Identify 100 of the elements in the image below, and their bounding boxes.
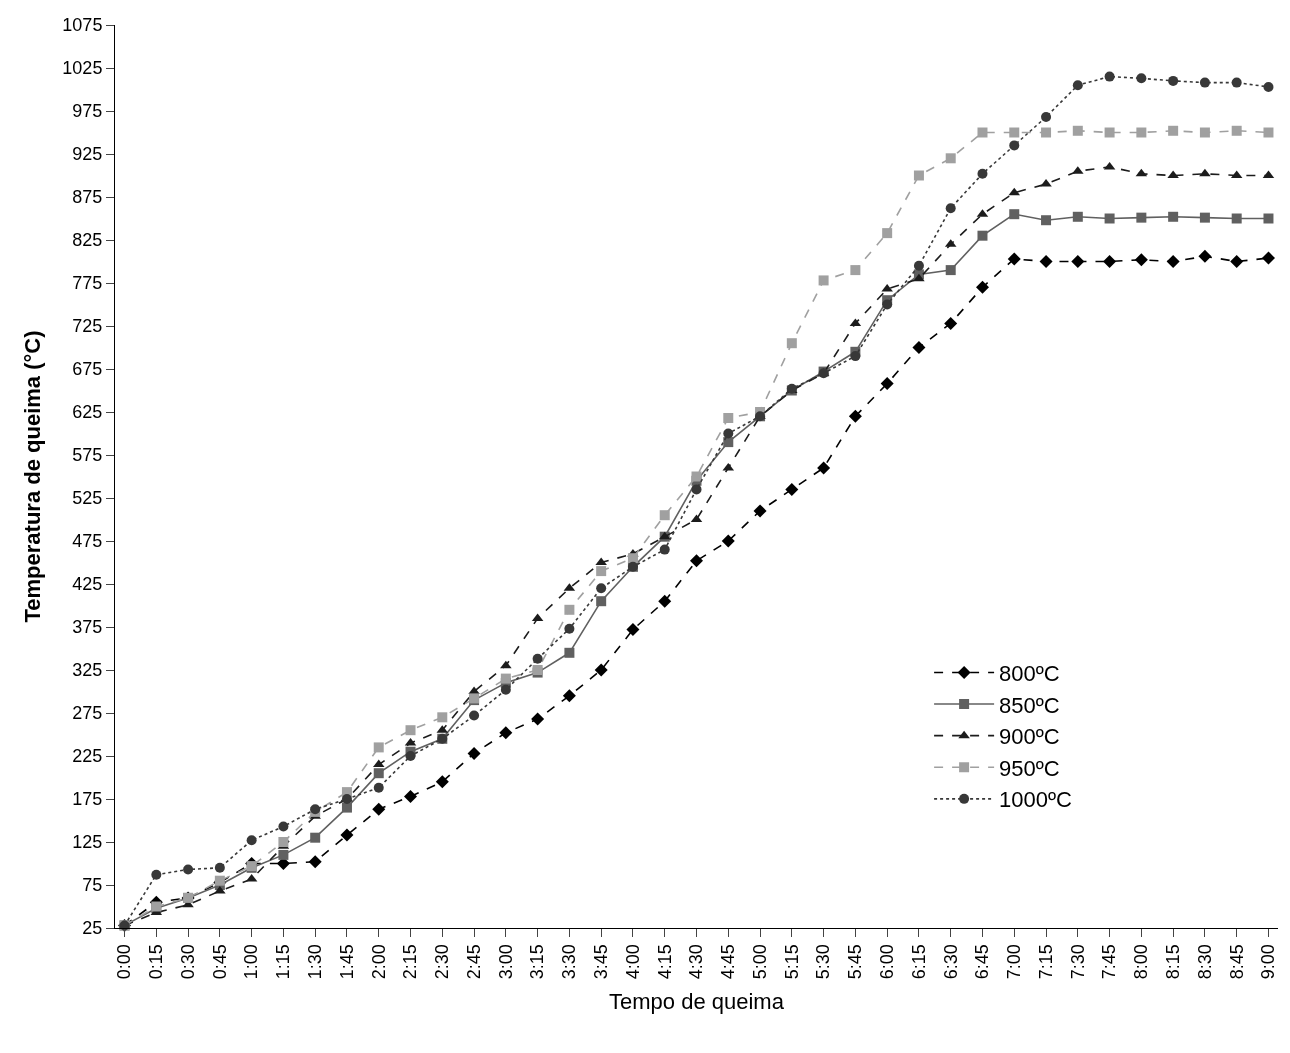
point	[405, 725, 416, 736]
point	[1007, 252, 1021, 266]
x-tick-label: 1:00	[241, 944, 262, 980]
point	[278, 837, 289, 847]
point	[499, 726, 513, 740]
point	[1041, 112, 1052, 123]
point	[1199, 168, 1211, 177]
point	[1072, 125, 1083, 136]
point	[690, 554, 703, 568]
point	[1071, 255, 1085, 268]
y-tick-label: 25	[82, 918, 103, 939]
point	[1168, 125, 1179, 136]
point	[1009, 127, 1020, 138]
x-tick-label: 6:00	[877, 944, 898, 980]
y-tick-label: 675	[72, 359, 103, 380]
x-tick-label: 7:30	[1067, 944, 1088, 980]
y-tick-label: 575	[72, 445, 103, 466]
legend-label: 850ºC	[999, 692, 1060, 718]
x-tick-label: 1:15	[273, 944, 294, 980]
point	[1041, 215, 1052, 226]
point	[437, 712, 448, 723]
y-tick-label: 425	[72, 574, 103, 595]
point	[564, 647, 575, 658]
point	[562, 689, 576, 703]
y-tick-label: 625	[72, 402, 103, 423]
point	[1104, 71, 1115, 82]
point	[1199, 212, 1210, 223]
x-tick-label: 1:30	[305, 944, 326, 980]
point	[850, 351, 861, 362]
point	[1168, 75, 1179, 86]
x-tick-label: 5:15	[781, 944, 802, 980]
point	[882, 228, 893, 239]
x-tick-label: 3:45	[591, 944, 612, 980]
point	[341, 802, 352, 813]
point	[659, 510, 670, 521]
point	[310, 832, 321, 843]
point	[882, 299, 893, 310]
point	[785, 482, 799, 496]
x-tick-label: 7:15	[1035, 944, 1056, 980]
point	[596, 596, 607, 607]
point	[564, 604, 575, 615]
x-axis-title: Tempo de queima	[609, 989, 785, 1015]
point	[913, 273, 925, 282]
legend-label: 1000ºC	[999, 787, 1073, 813]
x-tick-label: 8:15	[1162, 944, 1183, 980]
point	[658, 594, 672, 608]
point	[278, 849, 289, 860]
point	[880, 377, 894, 391]
point	[977, 168, 988, 179]
point	[373, 742, 384, 753]
point	[500, 684, 511, 695]
x-tick-label: 0:30	[177, 944, 198, 980]
point	[373, 782, 384, 793]
point	[1199, 77, 1210, 88]
y-tick-label: 275	[72, 703, 103, 724]
point	[1231, 125, 1242, 136]
point	[1104, 213, 1115, 224]
point	[1261, 251, 1275, 265]
y-axis-title: Temperatura de queima (°C)	[20, 330, 46, 623]
point	[945, 265, 956, 276]
point	[278, 821, 289, 832]
y-tick-label: 1075	[62, 15, 103, 36]
point	[691, 471, 702, 482]
point	[1104, 127, 1115, 138]
point	[564, 623, 575, 634]
x-tick-label: 6:15	[908, 944, 929, 980]
point	[594, 663, 608, 677]
y-tick-label: 225	[72, 746, 103, 767]
y-tick-label: 1025	[62, 58, 103, 79]
point	[532, 653, 543, 664]
point	[818, 275, 829, 286]
point	[977, 127, 988, 138]
point	[912, 341, 926, 354]
point	[469, 710, 480, 721]
x-tick-label: 8:45	[1226, 944, 1247, 980]
point	[1230, 255, 1244, 268]
x-tick-label: 3:15	[527, 944, 548, 980]
point	[183, 864, 194, 875]
legend-label: 950ºC	[999, 755, 1060, 781]
point	[500, 673, 511, 684]
point	[467, 746, 481, 760]
point	[1166, 255, 1180, 268]
x-tick-label: 3:30	[559, 944, 580, 980]
point	[1103, 255, 1117, 268]
y-tick-label: 775	[72, 273, 103, 294]
x-tick-label: 8:30	[1194, 944, 1215, 980]
point	[786, 338, 797, 349]
point	[1041, 127, 1052, 138]
point	[1198, 249, 1212, 263]
x-tick-label: 5:45	[845, 944, 866, 980]
point	[531, 712, 545, 726]
y-tick-label: 475	[72, 531, 103, 552]
x-tick-label: 0:00	[114, 944, 135, 980]
y-tick-label: 325	[72, 660, 103, 681]
x-tick-label: 0:15	[146, 944, 167, 980]
point	[626, 623, 640, 637]
point	[405, 751, 416, 761]
point	[1136, 73, 1147, 84]
point	[1136, 212, 1147, 223]
point	[1263, 81, 1274, 92]
